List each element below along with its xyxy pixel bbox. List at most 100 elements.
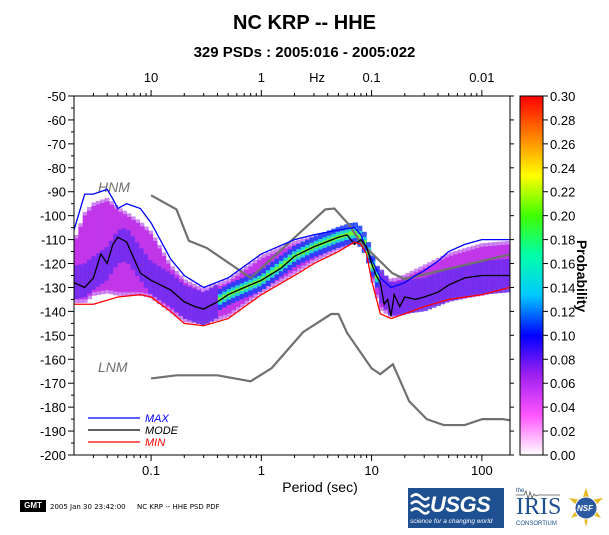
usgs-wave-icon (410, 493, 430, 515)
density-cell-high (401, 280, 406, 315)
density-cell-high (414, 278, 420, 313)
y-tick-label: -70 (47, 137, 66, 152)
nlnm-label: LNM (98, 359, 128, 375)
density-cell-high (156, 266, 162, 300)
density-cell-high (379, 269, 385, 304)
density-cell-high (117, 229, 123, 264)
density-cell-high (431, 274, 437, 308)
nhnm-label: HNM (98, 179, 130, 195)
nlnm-line (150, 312, 510, 427)
density-cell-mid (78, 223, 84, 304)
density-cell-high (152, 263, 158, 297)
density-cell-high (435, 272, 441, 306)
legend-label-mode: MODE (145, 425, 179, 437)
density-cell-max (357, 234, 363, 239)
top-tick-label: 0.01 (469, 70, 494, 85)
density-cell-high (113, 233, 119, 268)
nsf-logo: NSF (566, 486, 606, 530)
density-cell-high (82, 263, 88, 297)
density-cell-high (91, 256, 97, 290)
density-cell-max (283, 260, 289, 266)
density-cell-high (100, 250, 106, 284)
y-tick-label: -90 (47, 185, 66, 200)
colorbar-tick-label: 0.12 (550, 304, 575, 319)
colorbar-tick-label: 0.06 (550, 376, 575, 391)
y-tick-label: -190 (40, 424, 66, 439)
density-cell-high (422, 277, 428, 312)
footer-caption: NC KRP -- HHE PSD PDF (137, 503, 220, 511)
y-tick-label: -100 (40, 209, 66, 224)
y-tick-label: -160 (40, 352, 66, 367)
density-cell-high (143, 254, 149, 288)
seismogram-icon (516, 490, 560, 500)
density-cell-high (135, 242, 140, 276)
density-cell-high (87, 259, 93, 294)
series-line-mode (74, 234, 510, 317)
colorbar-tick-label: 0.20 (550, 209, 575, 224)
density-cell-high (121, 228, 127, 262)
density-cell-max (348, 231, 354, 236)
chart-subtitle: 329 PSDs : 2005:016 - 2005:022 (193, 44, 416, 61)
nsf-wordmark: NSF (577, 504, 593, 513)
top-axis-title: Hz (309, 70, 325, 85)
density-cell-high (483, 260, 489, 295)
density-cell-high (405, 279, 411, 314)
y-tick-label: -170 (40, 376, 66, 391)
density-cell-high (74, 265, 79, 299)
density-cell-max (278, 263, 284, 269)
density-cell-high (139, 248, 145, 282)
colorbar-tick-label: 0.08 (550, 352, 575, 367)
y-tick-label: -140 (40, 304, 66, 319)
iris-wordmark: IRIS (516, 494, 562, 520)
y-tick-label: -60 (47, 113, 66, 128)
x-tick-label: 1 (258, 463, 265, 478)
x-tick-label: 0.1 (142, 463, 160, 478)
usgs-wordmark: USGS (430, 492, 491, 517)
chart-title: NC KRP -- HHE (233, 12, 376, 34)
density-cell-high (392, 282, 398, 316)
density-cell-mid (104, 197, 110, 294)
colorbar-tick-label: 0.00 (550, 448, 575, 463)
x-tick-label: 10 (364, 463, 378, 478)
colorbar-tick-label: 0.02 (550, 424, 575, 439)
y-tick-label: -110 (41, 233, 66, 248)
nhnm-line (150, 194, 510, 281)
y-tick-label: -150 (40, 328, 66, 343)
density-cell-high (496, 259, 502, 294)
density-cell-mid (100, 199, 106, 295)
density-cell-high (492, 260, 498, 294)
gmt-logo: GMT (20, 500, 46, 512)
iris-consortium-label: CONSORTIUM (516, 521, 557, 527)
colorbar-tick-label: 0.28 (550, 113, 575, 128)
density-cell-mid (82, 211, 88, 303)
density-cell-high (427, 275, 433, 310)
density-cell-high (470, 263, 476, 297)
density-cell-mid (95, 200, 101, 296)
colorbar-tick-label: 0.22 (550, 185, 575, 200)
density-cell-high (148, 260, 154, 294)
iris-logo: the IRIS CONSORTIUM (512, 488, 562, 528)
series-line-min (74, 241, 510, 327)
density-cell-high (396, 281, 402, 315)
y-tick-label: -80 (47, 161, 66, 176)
density-cell-high (457, 265, 463, 300)
density-cell-high (440, 270, 446, 305)
density-cell-high (462, 264, 467, 299)
colorbar-title: Probability (574, 240, 590, 313)
footer-timestamp: 2005 Jan 30 23:42:00 (50, 503, 126, 511)
density-cell-max (270, 270, 276, 275)
x-tick-label: 100 (471, 463, 493, 478)
density-cell-high (161, 268, 167, 303)
density-cell-high (191, 288, 197, 323)
density-cell-high (479, 261, 485, 295)
usgs-logo: USGS science for a changing world (408, 488, 504, 528)
legend-label-min: MIN (145, 437, 165, 449)
colorbar-tick-label: 0.16 (550, 257, 575, 272)
colorbar-tick-label: 0.30 (550, 89, 575, 104)
y-tick-label: -120 (40, 257, 66, 272)
top-tick-label: 1 (258, 70, 265, 85)
logo-strip: USGS science for a changing world the IR… (408, 484, 608, 532)
y-tick-label: -130 (40, 280, 66, 295)
